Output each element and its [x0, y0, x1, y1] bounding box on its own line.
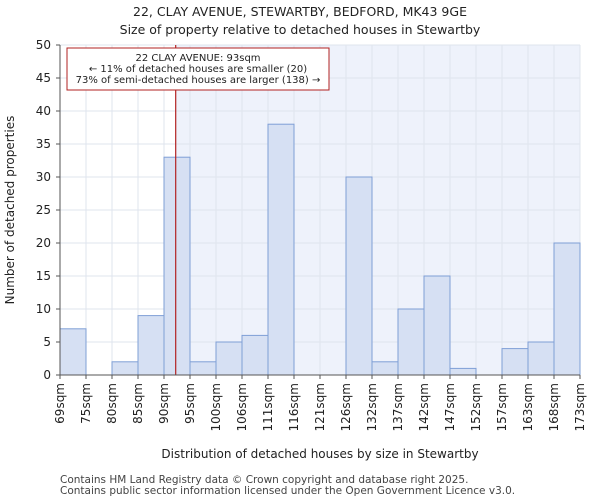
x-axis: 69sqm 75sqm 80sqm 85sqm 90sqm 95sqm 100sqm 106s…	[53, 375, 587, 431]
bar-147sqm	[449, 367, 477, 376]
y-tick-label: 25	[36, 203, 51, 217]
y-tick-label: 45	[36, 71, 51, 85]
x-tick-label: 69sqm	[53, 383, 67, 424]
x-tick-label: 95sqm	[183, 383, 197, 424]
y-tick-label: 5	[43, 335, 51, 349]
x-tick-label: 147sqm	[443, 383, 457, 431]
chart-subtitle: Size of property relative to detached ho…	[119, 22, 481, 37]
annotation-border	[66, 47, 330, 91]
x-tick-label: 111sqm	[261, 383, 275, 431]
y-tick-label: 40	[36, 104, 51, 118]
annotation-box: 22 CLAY AVENUE: 93sqm ← 11% of detached …	[66, 47, 330, 91]
x-tick-label: 137sqm	[391, 383, 405, 431]
annotation-line-3: 73% of semi-detached houses are larger (…	[76, 75, 321, 86]
y-tick-label: 10	[36, 302, 51, 316]
bar-142sqm	[423, 275, 451, 376]
annotation-line-2: ← 11% of detached houses are smaller (20…	[89, 64, 307, 75]
bar-69sqm	[59, 328, 87, 376]
bar-168sqm	[553, 242, 581, 376]
x-tick-label: 116sqm	[287, 383, 301, 431]
x-tick-label: 80sqm	[105, 383, 119, 424]
x-tick-label: 142sqm	[417, 383, 431, 431]
x-tick-label: 168sqm	[547, 383, 561, 431]
x-tick-label: 126sqm	[339, 383, 353, 431]
bar-85sqm	[137, 315, 165, 376]
bar-100sqm	[215, 341, 243, 376]
y-tick-label: 50	[36, 38, 51, 52]
bar-163sqm	[527, 341, 555, 376]
annotation-line-1: 22 CLAY AVENUE: 93sqm	[135, 53, 260, 64]
y-tick-label: 15	[36, 269, 51, 283]
x-tick-label: 163sqm	[521, 383, 535, 431]
footer-licence: Contains public sector information licen…	[60, 485, 516, 497]
x-tick-label: 157sqm	[495, 383, 509, 431]
x-tick-label: 121sqm	[313, 383, 327, 431]
bar-106sqm	[241, 334, 269, 376]
x-tick-label: 85sqm	[131, 383, 145, 424]
x-tick-label: 90sqm	[157, 383, 171, 424]
bar-137sqm	[397, 308, 425, 376]
y-tick-label: 30	[36, 170, 51, 184]
y-tick-label: 0	[43, 368, 51, 382]
y-axis-label: Number of detached properties	[3, 116, 17, 305]
y-tick-label: 35	[36, 137, 51, 151]
x-tick-label: 152sqm	[469, 383, 483, 431]
bar-126sqm	[345, 176, 373, 376]
chart-title: 22, CLAY AVENUE, STEWARTBY, BEDFORD, MK4…	[133, 4, 467, 19]
bar-95sqm	[189, 361, 217, 376]
x-tick-label: 173sqm	[573, 383, 587, 431]
y-tick-label: 20	[36, 236, 51, 250]
x-tick-label: 75sqm	[79, 383, 93, 424]
bar-111sqm	[267, 123, 295, 376]
bar-132sqm	[371, 361, 399, 376]
footer-copyright: Contains HM Land Registry data © Crown c…	[60, 474, 469, 486]
y-axis: 0 5 10 15 20 25 30 35 40 45 50	[36, 38, 60, 382]
x-tick-label: 100sqm	[209, 383, 223, 431]
x-tick-label: 132sqm	[365, 383, 379, 431]
x-axis-label: Distribution of detached houses by size …	[161, 447, 478, 461]
bar-90sqm	[163, 156, 191, 376]
x-tick-label: 106sqm	[235, 383, 249, 431]
bar-157sqm	[501, 348, 529, 376]
bar-80sqm	[111, 361, 139, 376]
